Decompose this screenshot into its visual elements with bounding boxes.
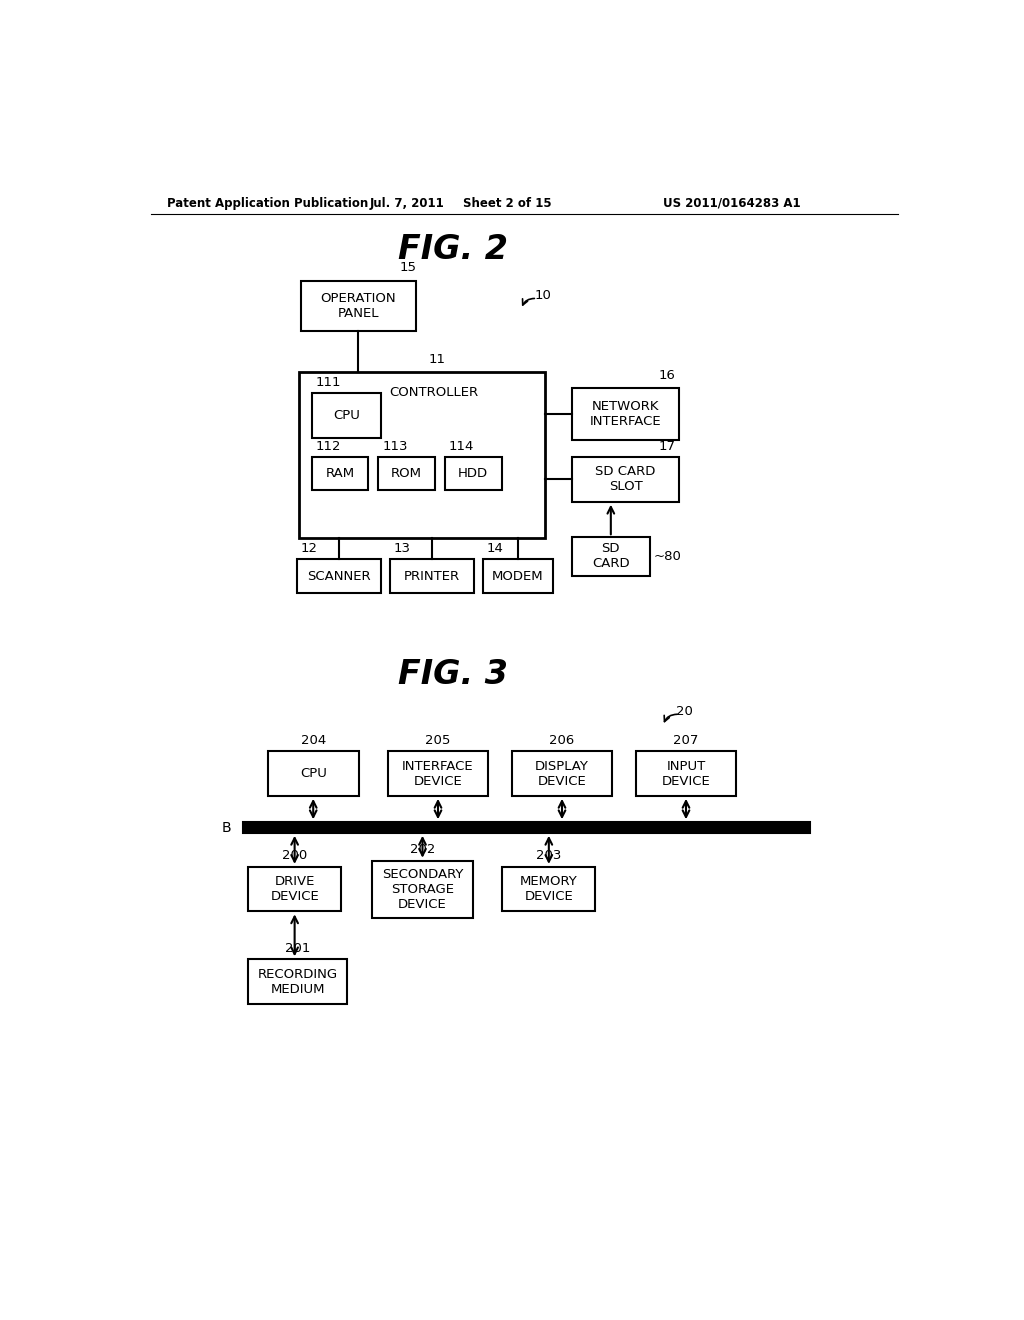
Text: SD
CARD: SD CARD (592, 543, 630, 570)
Text: 200: 200 (282, 849, 307, 862)
Text: 111: 111 (315, 376, 341, 389)
Text: 12: 12 (301, 543, 317, 554)
Text: 207: 207 (674, 734, 698, 747)
Text: 17: 17 (658, 441, 675, 453)
Text: 203: 203 (537, 849, 561, 862)
Text: RECORDING
MEDIUM: RECORDING MEDIUM (258, 968, 338, 995)
Text: CPU: CPU (300, 767, 327, 780)
Bar (267, 751, 359, 796)
Text: 114: 114 (449, 441, 474, 453)
Text: DISPLAY
DEVICE: DISPLAY DEVICE (536, 759, 589, 788)
Text: 15: 15 (399, 260, 417, 273)
Bar (572, 537, 649, 576)
Text: SECONDARY
STORAGE
DEVICE: SECONDARY STORAGE DEVICE (382, 869, 463, 911)
Bar (445, 457, 502, 490)
Text: 204: 204 (301, 734, 326, 747)
Text: FIG. 2: FIG. 2 (398, 232, 509, 265)
Text: 11: 11 (429, 354, 445, 367)
Text: PRINTER: PRINTER (403, 570, 460, 582)
Text: 20: 20 (676, 705, 693, 718)
Bar (512, 751, 612, 796)
Text: INTERFACE
DEVICE: INTERFACE DEVICE (402, 759, 474, 788)
Bar (299, 372, 545, 539)
Text: 10: 10 (535, 289, 551, 302)
Bar (572, 457, 679, 502)
Text: CONTROLLER: CONTROLLER (389, 387, 478, 400)
Text: ~80: ~80 (653, 550, 681, 564)
Text: FIG. 3: FIG. 3 (398, 657, 509, 690)
Text: ROM: ROM (391, 467, 422, 480)
Text: 14: 14 (486, 543, 504, 554)
Text: 201: 201 (285, 941, 310, 954)
Text: US 2011/0164283 A1: US 2011/0164283 A1 (663, 197, 801, 210)
Text: MODEM: MODEM (492, 570, 544, 582)
Text: 205: 205 (425, 734, 451, 747)
Text: INPUT
DEVICE: INPUT DEVICE (662, 759, 711, 788)
Text: Sheet 2 of 15: Sheet 2 of 15 (464, 197, 552, 210)
Bar (483, 558, 553, 594)
Text: SD CARD
SLOT: SD CARD SLOT (595, 466, 655, 494)
Bar (388, 751, 488, 796)
Text: Jul. 7, 2011: Jul. 7, 2011 (370, 197, 444, 210)
Bar (372, 861, 473, 919)
Text: 202: 202 (410, 843, 435, 857)
Text: 16: 16 (658, 368, 675, 381)
Text: 206: 206 (549, 734, 574, 747)
Text: Patent Application Publication: Patent Application Publication (167, 197, 368, 210)
Text: 13: 13 (394, 543, 411, 554)
Bar (248, 867, 341, 911)
Text: B: B (221, 821, 231, 834)
Text: 113: 113 (382, 441, 408, 453)
Bar (248, 960, 347, 1003)
Bar (636, 751, 736, 796)
Text: NETWORK
INTERFACE: NETWORK INTERFACE (590, 400, 662, 428)
Bar (390, 558, 474, 594)
Text: HDD: HDD (458, 467, 488, 480)
Bar (243, 822, 810, 833)
Text: MEMORY
DEVICE: MEMORY DEVICE (520, 875, 578, 903)
Text: DRIVE
DEVICE: DRIVE DEVICE (270, 875, 319, 903)
Text: SCANNER: SCANNER (307, 570, 371, 582)
Text: 112: 112 (315, 441, 341, 453)
Bar (572, 388, 679, 441)
Text: OPERATION
PANEL: OPERATION PANEL (321, 292, 396, 321)
Text: CPU: CPU (333, 409, 360, 422)
Bar (503, 867, 595, 911)
Text: RAM: RAM (326, 467, 354, 480)
Bar (311, 393, 381, 438)
Bar (297, 558, 381, 594)
Bar (378, 457, 435, 490)
Bar (311, 457, 369, 490)
Bar (301, 281, 416, 331)
